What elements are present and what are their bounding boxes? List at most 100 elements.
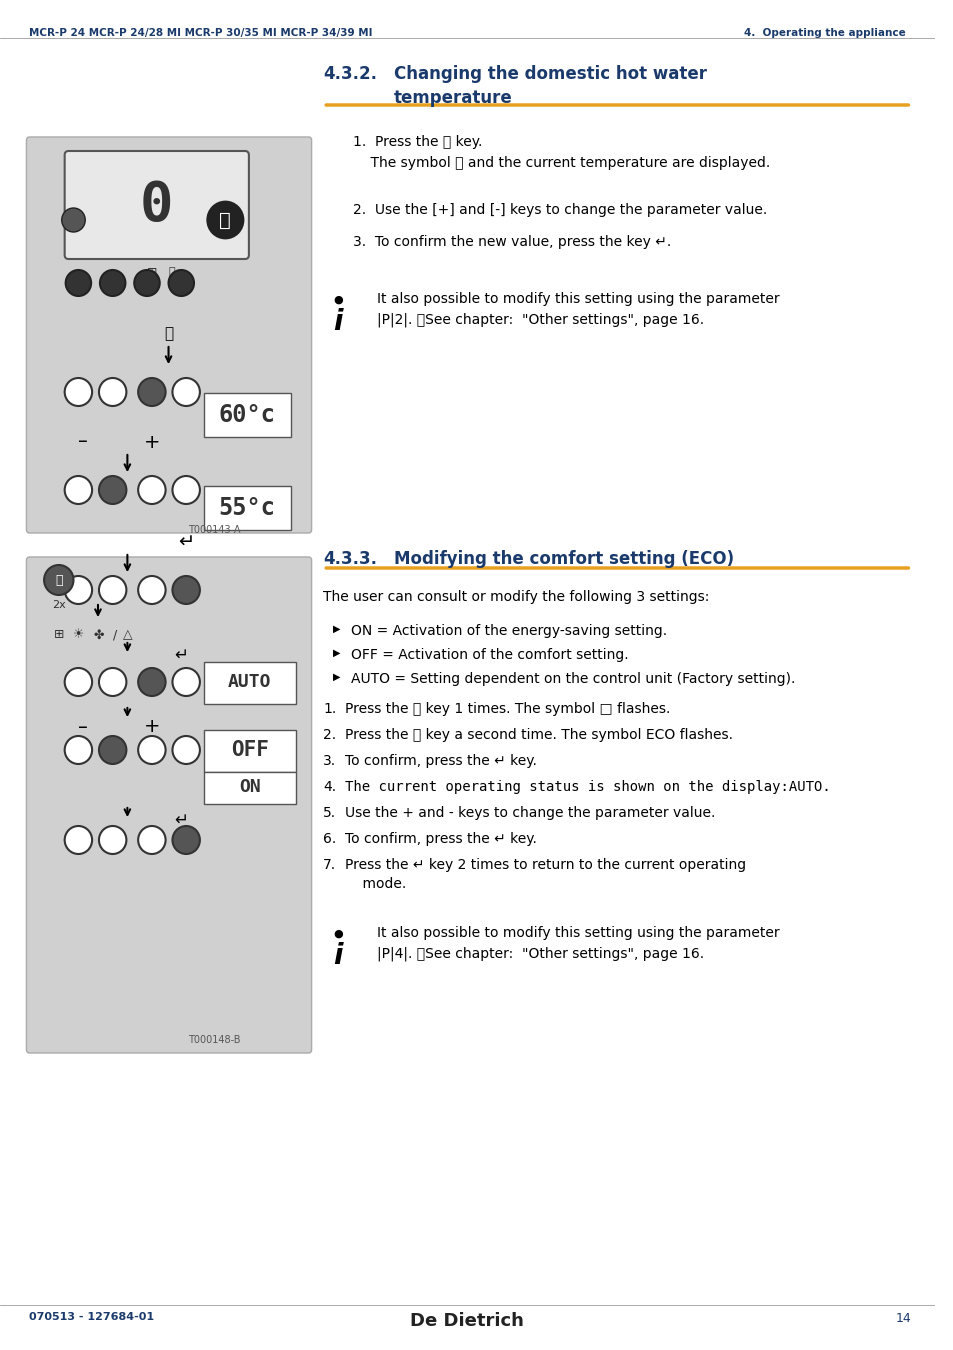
- Text: To confirm, press the ↵ key.: To confirm, press the ↵ key.: [345, 832, 537, 846]
- Circle shape: [65, 668, 92, 697]
- Text: The current operating status is shown on the display:AUTO.: The current operating status is shown on…: [345, 780, 830, 794]
- Circle shape: [65, 378, 92, 406]
- Text: AUTO = Setting dependent on the control unit (Factory setting).: AUTO = Setting dependent on the control …: [351, 672, 795, 686]
- Circle shape: [100, 270, 125, 296]
- Circle shape: [172, 477, 200, 504]
- Text: 2.: 2.: [323, 728, 336, 743]
- Text: ⏻: ⏻: [219, 211, 231, 230]
- Text: –: –: [78, 432, 88, 451]
- Text: i: i: [333, 308, 342, 336]
- Circle shape: [172, 576, 200, 603]
- Circle shape: [65, 736, 92, 764]
- Text: Changing the domestic hot water
temperature: Changing the domestic hot water temperat…: [394, 65, 706, 107]
- Circle shape: [99, 826, 126, 855]
- Text: ●: ●: [333, 296, 342, 305]
- Text: Press the 📓 key a second time. The symbol ECO flashes.: Press the 📓 key a second time. The symbo…: [345, 728, 732, 743]
- Text: 4.3.3.: 4.3.3.: [323, 549, 377, 568]
- FancyBboxPatch shape: [65, 151, 249, 259]
- Text: ↵: ↵: [178, 532, 194, 552]
- Text: 0: 0: [140, 178, 173, 231]
- Text: +: +: [144, 717, 160, 737]
- Text: ●: ●: [333, 929, 342, 940]
- Text: /: /: [112, 629, 117, 641]
- Circle shape: [65, 576, 92, 603]
- Text: ⏻: ⏻: [55, 574, 63, 586]
- Text: 070513 - 127684-01: 070513 - 127684-01: [30, 1312, 154, 1322]
- Text: +: +: [144, 432, 160, 451]
- Circle shape: [138, 378, 166, 406]
- Text: ✤: ✤: [93, 629, 104, 641]
- Text: ↵: ↵: [174, 647, 188, 664]
- Text: The user can consult or modify the following 3 settings:: The user can consult or modify the follo…: [323, 590, 709, 603]
- Text: 60°c: 60°c: [218, 404, 275, 427]
- Circle shape: [138, 826, 166, 855]
- Text: To confirm, press the ↵ key.: To confirm, press the ↵ key.: [345, 755, 537, 768]
- Text: 🚰: 🚰: [164, 327, 172, 342]
- FancyBboxPatch shape: [204, 662, 295, 703]
- Text: De Dietrich: De Dietrich: [410, 1312, 524, 1330]
- Circle shape: [138, 576, 166, 603]
- Text: 3.  To confirm the new value, press the key ↵.: 3. To confirm the new value, press the k…: [353, 235, 670, 248]
- Text: ↵: ↵: [174, 811, 188, 829]
- Circle shape: [66, 270, 91, 296]
- Text: Press the 📓 key 1 times. The symbol □ flashes.: Press the 📓 key 1 times. The symbol □ fl…: [345, 702, 670, 716]
- FancyBboxPatch shape: [27, 136, 312, 533]
- Circle shape: [172, 826, 200, 855]
- Text: T000143-A: T000143-A: [188, 525, 240, 535]
- Text: 5.: 5.: [323, 806, 336, 819]
- Circle shape: [99, 668, 126, 697]
- Text: Press the ↵ key 2 times to return to the current operating
    mode.: Press the ↵ key 2 times to return to the…: [345, 859, 745, 891]
- Text: AUTO: AUTO: [228, 674, 272, 691]
- Text: Modifying the comfort setting (ECO): Modifying the comfort setting (ECO): [394, 549, 733, 568]
- FancyBboxPatch shape: [204, 730, 295, 772]
- Text: Use the + and - keys to change the parameter value.: Use the + and - keys to change the param…: [345, 806, 715, 819]
- Circle shape: [134, 270, 159, 296]
- Circle shape: [169, 270, 193, 296]
- Text: T000148-B: T000148-B: [188, 1035, 240, 1045]
- Text: 4.  Operating the appliance: 4. Operating the appliance: [743, 28, 904, 38]
- Text: ON: ON: [239, 778, 260, 796]
- Text: 4.3.2.: 4.3.2.: [323, 65, 377, 82]
- Text: OFF = Activation of the comfort setting.: OFF = Activation of the comfort setting.: [351, 648, 628, 662]
- Circle shape: [138, 477, 166, 504]
- Text: 1.: 1.: [323, 702, 336, 716]
- Text: 55°c: 55°c: [218, 495, 275, 520]
- FancyBboxPatch shape: [27, 558, 312, 1053]
- Text: OFF: OFF: [231, 740, 269, 760]
- Text: –: –: [78, 717, 88, 737]
- Text: ⊞: ⊞: [147, 266, 157, 278]
- Circle shape: [172, 378, 200, 406]
- Text: △: △: [122, 629, 132, 641]
- Text: ⊞: ⊞: [53, 629, 64, 641]
- Circle shape: [99, 477, 126, 504]
- Text: 7.: 7.: [323, 859, 336, 872]
- Text: 14: 14: [895, 1312, 910, 1324]
- Circle shape: [65, 477, 92, 504]
- Circle shape: [138, 668, 166, 697]
- Text: MCR-P 24 MCR-P 24/28 MI MCR-P 30/35 MI MCR-P 34/39 MI: MCR-P 24 MCR-P 24/28 MI MCR-P 30/35 MI M…: [30, 28, 373, 38]
- Text: It also possible to modify this setting using the parameter
|P|2|. 👉See chapter:: It also possible to modify this setting …: [376, 292, 779, 327]
- Circle shape: [44, 566, 73, 595]
- Text: ▶: ▶: [333, 624, 340, 634]
- Text: ▶: ▶: [333, 648, 340, 657]
- FancyBboxPatch shape: [204, 486, 291, 531]
- Text: 2x: 2x: [51, 599, 66, 610]
- Text: 🚰: 🚰: [168, 267, 174, 277]
- Circle shape: [172, 668, 200, 697]
- Circle shape: [62, 208, 85, 232]
- Text: 2.  Use the [+] and [-] keys to change the parameter value.: 2. Use the [+] and [-] keys to change th…: [353, 202, 766, 217]
- Circle shape: [208, 202, 243, 238]
- Circle shape: [99, 736, 126, 764]
- Circle shape: [172, 736, 200, 764]
- FancyBboxPatch shape: [204, 393, 291, 437]
- Circle shape: [138, 736, 166, 764]
- Circle shape: [99, 378, 126, 406]
- Text: 1.  Press the 🚰 key.
    The symbol 🚰 and the current temperature are displayed.: 1. Press the 🚰 key. The symbol 🚰 and the…: [353, 135, 769, 170]
- Text: ☀: ☀: [73, 629, 85, 641]
- Text: 4.: 4.: [323, 780, 336, 794]
- Text: ▶: ▶: [333, 672, 340, 682]
- Text: ON = Activation of the energy-saving setting.: ON = Activation of the energy-saving set…: [351, 624, 666, 639]
- Text: 6.: 6.: [323, 832, 336, 846]
- Circle shape: [99, 576, 126, 603]
- Text: 3.: 3.: [323, 755, 336, 768]
